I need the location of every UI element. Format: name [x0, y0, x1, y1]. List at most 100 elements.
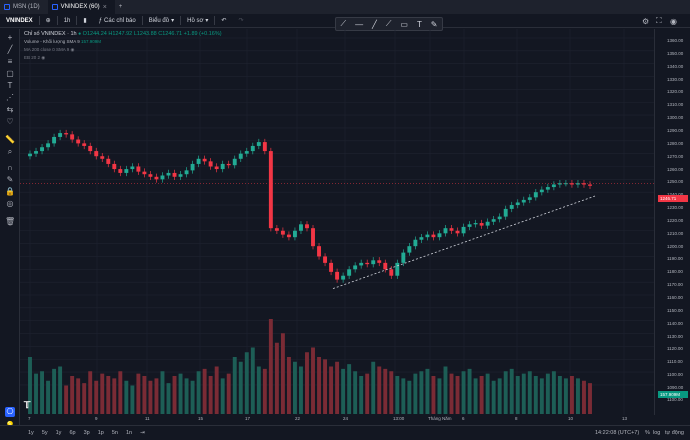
- volume-bar: [449, 373, 454, 414]
- lock-icon[interactable]: 🔒: [5, 187, 15, 196]
- price-chart[interactable]: [20, 29, 654, 415]
- ma-legend: MA 200 close 0 SMA 9: [24, 47, 70, 52]
- percent-toggle[interactable]: %: [645, 430, 650, 436]
- time-axis-label: 11: [145, 416, 150, 421]
- interval-button[interactable]: 1h: [63, 17, 71, 24]
- price-axis[interactable]: 1360.00 1350.00 1340.00 1330.00 1320.00 1310.…: [654, 29, 690, 415]
- clock-time[interactable]: 14:22:08 (UTC+7): [595, 430, 640, 436]
- magnet-icon[interactable]: ∩: [7, 163, 13, 172]
- volume-bar: [383, 368, 388, 414]
- legend-open: O1244.24: [82, 31, 107, 37]
- price-axis-label: 1350.00: [667, 50, 684, 56]
- eye-icon[interactable]: ◉: [41, 55, 46, 60]
- volume-bar: [136, 373, 141, 414]
- candle: [124, 169, 129, 173]
- eye-icon[interactable]: ◎: [6, 199, 14, 208]
- candle: [34, 151, 38, 154]
- volume-bar: [82, 383, 87, 414]
- trash-icon[interactable]: 🗑: [5, 217, 16, 226]
- settings-button[interactable]: ⚙: [642, 14, 649, 28]
- log-toggle[interactable]: log: [653, 430, 661, 436]
- trend-line-icon[interactable]: ╱: [372, 19, 377, 29]
- zoom-icon[interactable]: ⌕: [7, 147, 13, 156]
- compare-button[interactable]: ⊕: [40, 14, 57, 28]
- tf-5d[interactable]: 5n: [111, 430, 118, 436]
- rectangle-icon[interactable]: ▭: [400, 19, 408, 29]
- tf-6m[interactable]: 6p: [69, 430, 76, 436]
- price-axis-label: 1310.00: [667, 102, 684, 108]
- candle: [509, 205, 514, 209]
- volume-bar: [563, 378, 568, 414]
- volume-bar: [569, 376, 574, 414]
- candle: [118, 169, 123, 173]
- chart-type-button[interactable]: Biểu đồ ▾: [148, 17, 175, 25]
- volume-bar: [521, 373, 526, 414]
- candle: [347, 269, 352, 276]
- pencil-icon[interactable]: ✎: [430, 19, 438, 29]
- eye-icon[interactable]: ◉: [70, 47, 75, 52]
- candle: [208, 161, 213, 167]
- candle: [244, 151, 249, 154]
- tab-vnindex[interactable]: VNINDEX (60) ×: [47, 0, 115, 14]
- volume-bar: [395, 376, 400, 414]
- tf-1m[interactable]: 1p: [97, 430, 104, 436]
- tab-msn[interactable]: MSN (1D): [0, 0, 48, 14]
- volume-bar: [533, 376, 538, 414]
- tf-1d[interactable]: 1n: [125, 430, 133, 436]
- tf-3m[interactable]: 3p: [83, 430, 90, 436]
- volume-bar: [286, 357, 291, 414]
- volume-bar: [455, 376, 460, 414]
- candle: [274, 228, 279, 231]
- ray-icon[interactable]: ⟋: [385, 19, 392, 28]
- chart-pane[interactable]: [20, 29, 654, 415]
- volume-bar: [431, 376, 436, 414]
- price-axis-label: 1250.00: [667, 179, 684, 185]
- horizontal-line-icon[interactable]: —: [355, 19, 364, 29]
- volume-bar: [365, 373, 370, 414]
- price-axis-label: 1290.00: [667, 127, 684, 133]
- favorite-icon[interactable]: ♡: [6, 117, 14, 126]
- volume-bar: [214, 366, 219, 414]
- candle: [299, 224, 303, 231]
- profile-button[interactable]: Hồ sơ ▾: [187, 17, 209, 25]
- prediction-tool-icon[interactable]: ⇆: [6, 105, 14, 114]
- tf-1y[interactable]: 1y: [28, 430, 34, 436]
- trend-line-tool-icon[interactable]: ╱: [7, 45, 13, 54]
- lock-draw-icon[interactable]: ✎: [6, 175, 14, 184]
- symbol-search[interactable]: VNINDEX: [6, 17, 33, 24]
- fib-tool-icon[interactable]: ≡: [7, 57, 13, 66]
- date-range-icon[interactable]: ⇥: [140, 430, 145, 436]
- candle-type-button[interactable]: ▮: [77, 14, 92, 28]
- volume-bar: [178, 373, 183, 414]
- candle: [106, 158, 111, 164]
- candle: [437, 233, 442, 238]
- candle: [395, 262, 400, 276]
- volume-bar: [582, 380, 586, 414]
- shapes-tool-icon[interactable]: ▢: [6, 69, 14, 78]
- volume-bar: [184, 378, 189, 414]
- text-icon[interactable]: T: [416, 19, 422, 29]
- indicators-button[interactable]: ƒ Các chỉ báo: [98, 17, 136, 24]
- text-tool-icon[interactable]: T: [7, 81, 13, 90]
- price-axis-label: 1110.00: [667, 359, 683, 365]
- crosshair-icon[interactable]: +: [7, 33, 13, 42]
- undo-button[interactable]: ↶: [215, 14, 232, 28]
- fullscreen-button[interactable]: ⛶: [656, 14, 662, 28]
- time-axis-label: 13: [622, 416, 628, 421]
- pattern-tool-icon[interactable]: ⋰: [6, 93, 14, 102]
- add-tab-button[interactable]: +: [115, 0, 131, 14]
- legend-low: L1243.88: [133, 31, 157, 37]
- redo-button[interactable]: ↷: [232, 14, 249, 28]
- volume-bar: [557, 376, 562, 414]
- volume-bar: [473, 378, 478, 414]
- ruler-icon[interactable]: 📏: [5, 135, 15, 144]
- candle: [250, 145, 255, 152]
- tf-1y-b[interactable]: 1y: [55, 430, 62, 436]
- object-tree-icon[interactable]: ⎔: [5, 407, 15, 417]
- auto-toggle[interactable]: tự động: [665, 430, 684, 436]
- brush-icon[interactable]: ⟋: [340, 19, 347, 28]
- close-icon[interactable]: ×: [102, 3, 107, 11]
- snapshot-button[interactable]: ◉: [670, 14, 677, 28]
- tf-5y[interactable]: 5y: [41, 430, 48, 436]
- volume-bar: [305, 352, 309, 414]
